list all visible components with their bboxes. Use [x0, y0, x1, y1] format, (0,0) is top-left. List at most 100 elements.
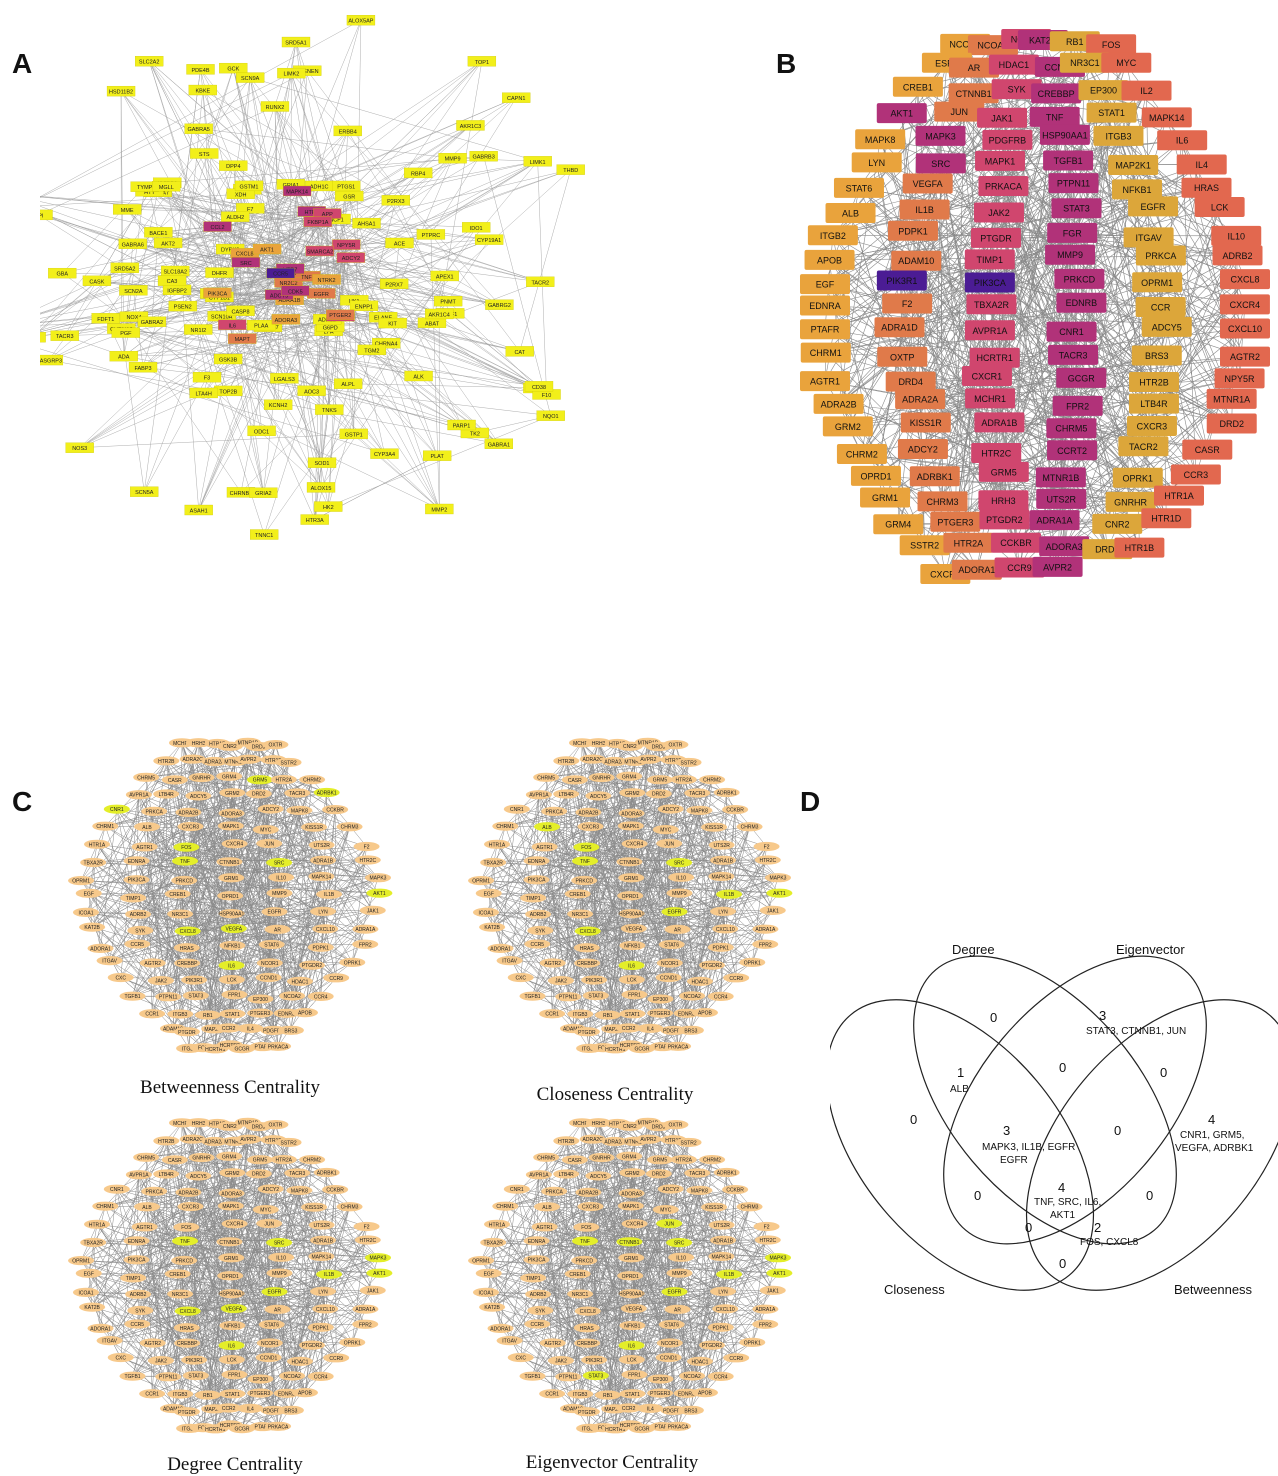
node-nr1i2: NR1I2 [184, 325, 212, 335]
node-stat3: STAT3 [583, 991, 609, 1000]
node-cxcr4: CXCR4 [622, 839, 648, 848]
node-adora3: ADORA3 [1039, 536, 1089, 556]
node-fpr2: FPR2 [1053, 396, 1103, 416]
node-ptprc: PTPRC [417, 229, 445, 239]
node-ncoa2: NCOA2 [679, 991, 705, 1000]
node-gsr: GSR [335, 191, 363, 201]
node-htr1a: HTR1A [1154, 486, 1204, 506]
node-mapt: MAPT [228, 334, 256, 344]
node-tacr3: TACR3 [1048, 345, 1098, 365]
node-stat1: STAT1 [219, 1009, 245, 1018]
node-nfkb1: NFKB1 [619, 941, 645, 950]
node-ccrt2: CCRT2 [1047, 440, 1097, 460]
node-myc: MYC [253, 1205, 279, 1214]
node-ccr3: CCR3 [1171, 465, 1221, 485]
node-ep300: EP300 [647, 994, 673, 1003]
node-nos3: NOS3 [66, 443, 94, 453]
node-ccr1: CCR1 [139, 1009, 165, 1018]
node-brs3: BRS3 [678, 1026, 704, 1035]
node-parp1: PARP1 [448, 420, 476, 430]
node-chrm3: CHRM3 [737, 822, 763, 831]
node-il10: IL10 [268, 873, 294, 882]
node-hras: HRAS [174, 943, 200, 952]
node-cxcl10: CXCL10 [1220, 318, 1270, 338]
node-oprm1: OPRM1 [468, 876, 494, 885]
node-itgb3: ITGB3 [167, 1389, 193, 1398]
edge [267, 249, 539, 386]
node-p2rx3: P2RX3 [382, 195, 410, 205]
node-pik3r1: PIK3R1 [181, 975, 207, 984]
node-npy5r: NPY5R [1215, 368, 1265, 388]
node-hrh3: HRH3 [978, 490, 1028, 510]
edge [149, 61, 297, 191]
node-creb1: CREB1 [565, 889, 591, 898]
node-kiss1r: KISS1R [301, 1203, 327, 1212]
node-tacr2: TACR2 [526, 277, 554, 287]
node-stat3: STAT3 [1051, 198, 1101, 218]
node-adrb2: ADRB2 [525, 910, 551, 919]
node-chrm3: CHRM3 [918, 491, 968, 511]
node-ccr5: CCR5 [124, 939, 150, 948]
node-pik3ca: PIK3CA [524, 875, 550, 884]
node-crebbp: CREBBP [174, 959, 200, 968]
node-pdpk1: PDPK1 [888, 221, 938, 241]
node-ccr4: CCR4 [708, 992, 734, 1001]
node-itgav: ITGAV [97, 956, 123, 965]
node-cxcr3: CXCR3 [578, 822, 604, 831]
node-gria2: GRIA2 [249, 488, 277, 498]
node-cxcl10: CXCL10 [312, 1304, 338, 1313]
node-adra1b: ADRA1B [310, 1236, 336, 1245]
edge [250, 78, 291, 185]
node-htr2b: HTR2B [153, 1136, 179, 1145]
node-adora3: ADORA3 [219, 809, 245, 818]
node-ednra: EDNRA [524, 856, 550, 865]
node-drd4: DRD4 [886, 372, 936, 392]
node-chrm2: CHRM2 [837, 444, 887, 464]
node-capn1: CAPN1 [502, 93, 530, 103]
node-adcy5: ADCY5 [185, 1171, 211, 1180]
node-prkcd: PRKCD [571, 876, 597, 885]
node-gabra6: GABRA6 [119, 239, 147, 249]
panel-letter-b: B [776, 48, 796, 80]
node-ptgdr2: PTGDR2 [299, 1341, 325, 1350]
node-ncoa2: NCOA2 [279, 1371, 305, 1380]
node-apex1: APEX1 [431, 271, 459, 281]
node-gabrg2: GABRG2 [485, 300, 513, 310]
node-aldh2: ALDH2 [221, 212, 249, 222]
node-ednra: EDNRA [800, 295, 850, 315]
node-alpl: ALPL [334, 379, 362, 389]
node-rbp4: RBP4 [404, 168, 432, 178]
node-chrm5: CHRM5 [133, 1153, 159, 1162]
node-sstr2: SSTR2 [676, 758, 702, 767]
node-prkcd: PRKCD [171, 1256, 197, 1265]
caption-closeness: Closeness Centrality [465, 1084, 765, 1106]
node-hcrtr1: HCRTR1 [970, 348, 1020, 368]
node-htr2b: HTR2B [153, 756, 179, 765]
node-hsp90aa1: HSP90AA1 [219, 1289, 245, 1298]
node-pik3ca: PIK3CA [203, 288, 231, 298]
node-oprd1: OPRD1 [217, 891, 243, 900]
node-gnrhr: GNRHR [189, 773, 215, 782]
node-creb1: CREB1 [165, 889, 191, 898]
node-ar: AR [265, 1305, 291, 1314]
node-pik3r1: PIK3R1 [581, 975, 607, 984]
node-fdft1: FDFT1 [92, 313, 120, 323]
node-gnrhr: GNRHR [189, 1153, 215, 1162]
node-icoa1: ICOA1 [473, 908, 499, 917]
betweenness-network: MCHR1 HRH3 HTR1D CNR2 MTNR1B DRD3 OXTR HTR2B ADR… [60, 732, 400, 1077]
node-prkaca: PRKACA [265, 1042, 291, 1051]
node-akt1: AKT1 [366, 889, 392, 898]
node-fpr1: FPR1 [221, 990, 247, 999]
edge [199, 319, 286, 510]
node-ptgdr: PTGDR [574, 1027, 600, 1036]
node-jun: JUN [256, 839, 282, 848]
node-fabp3: FABP3 [129, 362, 157, 372]
node-alb: ALB [134, 822, 160, 831]
node-lck: LCK [219, 975, 245, 984]
node-erbb4: ERBB4 [334, 126, 362, 136]
node-adora1: ADORA1 [488, 944, 514, 953]
node-kbke: KBKE [189, 85, 217, 95]
node-thbd: THBD [557, 165, 585, 175]
edge [62, 187, 144, 273]
degree-network: MCHR1 HRH3 HTR1D CNR2 MTNR1B DRD3 OXTR HTR2B ADR… [60, 1112, 400, 1457]
